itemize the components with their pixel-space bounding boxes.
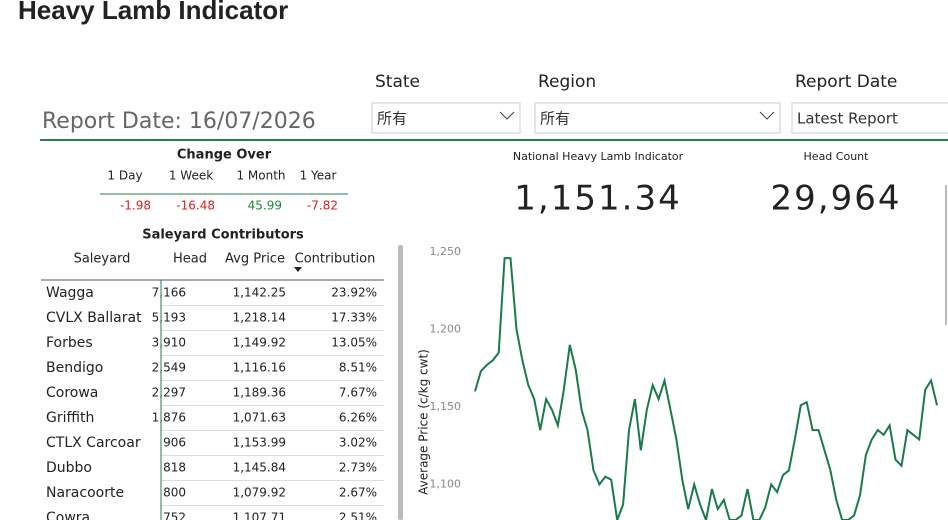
column-header: Contribution [295,252,376,267]
cell: 5,193 [152,311,186,325]
cell: 2,297 [152,386,186,400]
change-value: -7.82 [307,199,338,213]
y-tick-label: 1,100 [430,477,462,490]
filter-label: State [375,72,420,92]
table-title: Saleyard Contributors [142,228,304,243]
cell: 13.05% [331,336,377,350]
column-header: Head [173,252,207,267]
cell: 23.92% [331,286,377,300]
cell: 1,189.36 [233,386,286,400]
dropdown[interactable] [791,102,948,134]
cell: CTLX Carcoar [46,435,141,451]
filter-label: Region [538,72,596,92]
cell: 1,107.71 [233,511,286,520]
kpi-label: Head Count [804,150,870,163]
cell: 906 [163,436,186,450]
cell: Corowa [46,385,98,401]
column-header: 1 Week [169,169,213,183]
cell: 2.67% [339,486,377,500]
cell: 1,142.25 [233,286,286,300]
cell: Cowra [46,510,90,520]
scrollbar[interactable] [398,245,403,520]
cell: 1,153.99 [233,436,286,450]
column-header: 1 Year [300,169,337,183]
change-value: -1.98 [120,199,151,213]
cell: 2,549 [152,361,186,375]
column-header: 1 Day [107,169,142,183]
dropdown[interactable] [371,102,521,134]
sort-indicator[interactable] [294,267,302,272]
cell: 752 [163,511,186,520]
cell: 17.33% [331,311,377,325]
cell: 818 [163,461,186,475]
dropdown-chevron [499,111,515,120]
column-header: Saleyard [74,252,131,267]
cell: 1,218.14 [233,311,286,325]
cell: 2.51% [339,511,377,520]
change-value: 45.99 [248,199,282,213]
cell: 800 [163,486,186,500]
y-axis-title: Average Price (c/kg cwt) [417,349,431,495]
cell: 1,116.16 [233,361,286,375]
cell: Bendigo [46,360,103,376]
cell: 2.73% [339,461,377,475]
column-header: 1 Month [236,169,285,183]
cell: 1,876 [152,411,186,425]
kpi-label: National Heavy Lamb Indicator [513,150,684,163]
dropdown-chevron [759,111,775,120]
kpi-value: 1,151.34 [514,179,681,219]
cell: 1,145.84 [233,461,286,475]
cell: 7.67% [339,386,377,400]
cell: 7,166 [152,286,186,300]
y-tick-label: 1,250 [430,245,462,258]
y-tick-label: 1,200 [430,322,462,335]
cell: 1,071.63 [233,411,286,425]
report-date: Report Date: 16/07/2026 [42,109,316,134]
cell: 1,079.92 [233,486,286,500]
y-tick-label: 1,150 [430,400,462,413]
cell: 8.51% [339,361,377,375]
dropdown[interactable] [534,102,781,134]
cell: 1,149.92 [233,336,286,350]
cell: Forbes [46,335,93,351]
dropdown-value: 所有 [540,110,570,128]
change-value: -16.48 [176,199,215,213]
cell: Griffith [46,410,94,426]
line-series [474,257,938,520]
cell: Dubbo [46,460,92,476]
filter-label: Report Date [795,72,897,92]
dropdown-value: Latest Report [797,110,898,128]
cell: Wagga [46,285,94,301]
column-header: Avg Price [225,252,285,267]
cell: Naracoorte [46,485,124,501]
page-title: Heavy Lamb Indicator [18,0,288,25]
cell: CVLX Ballarat [46,310,142,326]
cell: 6.26% [339,411,377,425]
table-title: Change Over [177,148,272,163]
cell: 3,910 [152,336,186,350]
kpi-value: 29,964 [771,179,902,219]
dropdown-value: 所有 [377,110,407,128]
cell: 3.02% [339,436,377,450]
